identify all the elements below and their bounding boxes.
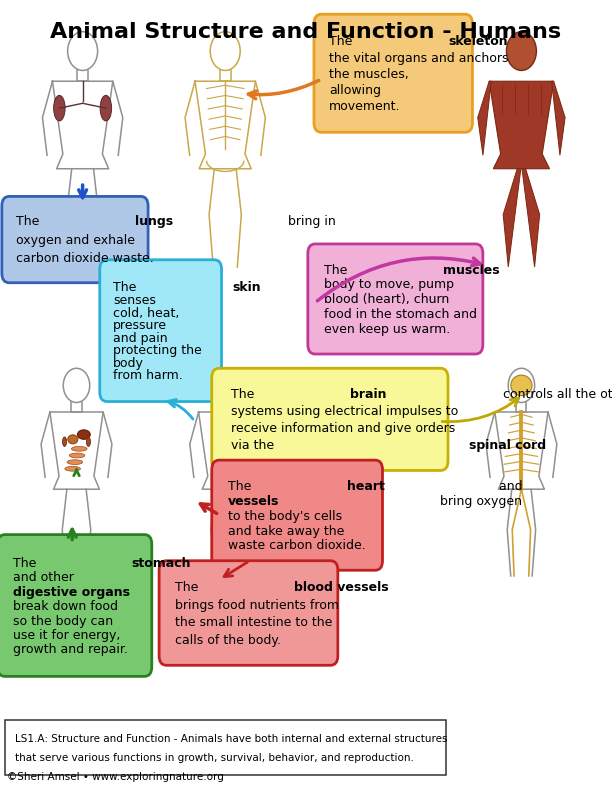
Text: LS1.A: Structure and Function - Animals have both internal and external structur: LS1.A: Structure and Function - Animals …: [15, 734, 447, 744]
Ellipse shape: [217, 425, 230, 441]
Text: The: The: [176, 581, 203, 594]
Text: digestive organs: digestive organs: [13, 586, 130, 599]
FancyBboxPatch shape: [5, 720, 446, 775]
Text: skin: skin: [232, 281, 261, 295]
Text: bring oxygen: bring oxygen: [436, 495, 522, 508]
Ellipse shape: [65, 466, 80, 471]
FancyBboxPatch shape: [308, 244, 483, 354]
Text: carbon dioxide waste.: carbon dioxide waste.: [17, 252, 154, 265]
Text: that serve various functions in growth, survival, behavior, and reproduction.: that serve various functions in growth, …: [15, 753, 414, 763]
Text: the vital organs and anchors: the vital organs and anchors: [329, 51, 509, 64]
Text: cold, heat,: cold, heat,: [113, 307, 179, 319]
Text: even keep us warm.: even keep us warm.: [324, 323, 450, 337]
Text: allowing: allowing: [329, 84, 381, 97]
Text: ©Sheri Amsel • www.exploringnature.org: ©Sheri Amsel • www.exploringnature.org: [7, 772, 224, 782]
Ellipse shape: [67, 459, 83, 464]
Text: Animal Structure and Function - Humans: Animal Structure and Function - Humans: [50, 22, 562, 42]
Text: oxygen and exhale: oxygen and exhale: [17, 234, 135, 247]
Ellipse shape: [100, 95, 111, 121]
FancyBboxPatch shape: [100, 260, 222, 402]
Circle shape: [507, 32, 536, 70]
Polygon shape: [503, 169, 521, 267]
Text: bring in: bring in: [284, 215, 336, 228]
Text: The: The: [228, 480, 255, 493]
Text: and: and: [495, 480, 527, 493]
FancyBboxPatch shape: [159, 561, 338, 665]
Ellipse shape: [69, 453, 85, 458]
Text: growth and repair.: growth and repair.: [13, 643, 127, 657]
FancyBboxPatch shape: [2, 196, 148, 283]
FancyBboxPatch shape: [314, 14, 472, 132]
Text: use it for energy,: use it for energy,: [13, 629, 120, 642]
Ellipse shape: [86, 437, 91, 447]
Text: muscles: muscles: [443, 264, 499, 276]
Text: and other: and other: [13, 572, 73, 584]
Text: controls all the other body: controls all the other body: [499, 388, 612, 401]
Ellipse shape: [511, 375, 532, 396]
Ellipse shape: [62, 437, 67, 447]
Text: The: The: [17, 215, 44, 228]
Text: and pain: and pain: [113, 332, 168, 345]
Text: The: The: [329, 36, 357, 48]
Text: senses: senses: [113, 294, 156, 307]
Ellipse shape: [77, 430, 91, 440]
Text: The: The: [231, 388, 259, 401]
Text: The: The: [324, 264, 351, 276]
Text: movement.: movement.: [329, 101, 401, 113]
Text: stomach: stomach: [132, 557, 191, 570]
Text: pressure: pressure: [113, 319, 167, 332]
FancyBboxPatch shape: [212, 368, 448, 470]
Text: skeleton: skeleton: [448, 36, 508, 48]
Text: The: The: [113, 281, 140, 295]
Text: The: The: [13, 557, 40, 570]
Ellipse shape: [225, 452, 236, 462]
Polygon shape: [489, 82, 554, 169]
Text: brings food nutrients from: brings food nutrients from: [176, 599, 340, 611]
FancyBboxPatch shape: [0, 535, 152, 676]
Text: from harm.: from harm.: [113, 369, 183, 383]
Text: to the body's cells: to the body's cells: [228, 509, 342, 523]
Text: waste carbon dioxide.: waste carbon dioxide.: [228, 539, 365, 553]
Text: and take away the: and take away the: [228, 524, 344, 538]
Polygon shape: [551, 82, 565, 155]
Polygon shape: [478, 82, 491, 155]
Text: body: body: [113, 357, 144, 370]
Ellipse shape: [72, 447, 87, 451]
Text: heart: heart: [346, 480, 384, 493]
Polygon shape: [522, 169, 540, 267]
Text: protecting the: protecting the: [113, 345, 202, 357]
Text: brain: brain: [350, 388, 387, 401]
Text: systems using electrical impulses to: systems using electrical impulses to: [231, 406, 458, 418]
Text: body to move, pump: body to move, pump: [324, 279, 454, 291]
Ellipse shape: [68, 435, 78, 444]
Text: calls of the body.: calls of the body.: [176, 634, 282, 646]
Text: spinal cord: spinal cord: [469, 440, 547, 452]
Text: blood vessels: blood vessels: [294, 581, 389, 594]
Text: receive information and give orders: receive information and give orders: [231, 422, 455, 436]
Text: via the: via the: [231, 440, 278, 452]
FancyBboxPatch shape: [212, 460, 382, 570]
Text: break down food: break down food: [13, 600, 118, 613]
Text: lungs: lungs: [135, 215, 174, 228]
Text: the muscles,: the muscles,: [329, 68, 409, 81]
Text: so the body can: so the body can: [13, 615, 113, 627]
Text: food in the stomach and: food in the stomach and: [324, 308, 477, 322]
Text: the small intestine to the: the small intestine to the: [176, 616, 333, 629]
Text: blood (heart), churn: blood (heart), churn: [324, 293, 449, 307]
Text: vessels: vessels: [228, 495, 279, 508]
Ellipse shape: [54, 95, 65, 121]
